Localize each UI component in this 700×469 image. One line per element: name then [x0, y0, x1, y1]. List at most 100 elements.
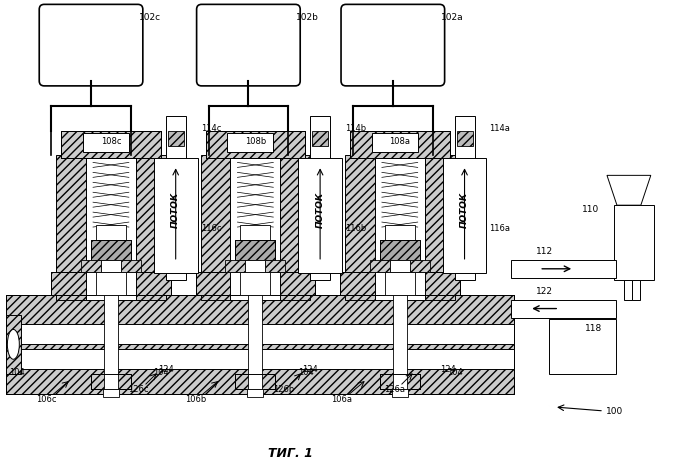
Text: 102c: 102c — [139, 13, 161, 23]
Text: ΤИГ. 1: ΤИГ. 1 — [268, 447, 313, 460]
Bar — [380, 374, 420, 389]
Bar — [624, 280, 632, 300]
Text: 106c: 106c — [36, 394, 57, 403]
Bar — [298, 159, 342, 273]
Bar — [345, 155, 375, 300]
Text: 116b: 116b — [345, 224, 366, 233]
Bar — [392, 389, 408, 397]
Bar — [91, 374, 131, 389]
Bar — [86, 155, 136, 300]
Bar — [247, 389, 263, 397]
Bar — [206, 131, 305, 159]
Text: 110: 110 — [582, 205, 599, 214]
Bar — [101, 260, 121, 272]
Bar — [372, 133, 418, 152]
Bar — [56, 155, 86, 300]
Text: 116a: 116a — [489, 224, 510, 233]
Bar — [83, 133, 129, 152]
Text: 118: 118 — [585, 325, 602, 333]
Bar — [240, 225, 270, 240]
Bar — [280, 155, 310, 300]
FancyBboxPatch shape — [39, 4, 143, 86]
Bar — [350, 131, 449, 159]
Bar — [201, 155, 230, 300]
Bar — [512, 260, 616, 278]
Polygon shape — [607, 175, 651, 205]
Bar — [614, 205, 654, 280]
Bar — [195, 272, 315, 295]
Bar — [6, 315, 21, 374]
Text: 124: 124 — [440, 365, 456, 374]
Bar — [235, 374, 275, 389]
Text: 124: 124 — [302, 365, 318, 374]
Bar — [121, 260, 141, 272]
Bar — [456, 131, 473, 145]
Text: 122: 122 — [536, 287, 553, 295]
Bar — [228, 133, 273, 152]
Bar — [91, 240, 131, 260]
Bar — [51, 272, 171, 295]
Bar — [6, 325, 514, 344]
Text: 114a: 114a — [489, 124, 510, 133]
Bar — [350, 131, 449, 159]
FancyBboxPatch shape — [341, 4, 444, 86]
Bar — [136, 155, 166, 300]
Bar — [380, 240, 420, 260]
Bar — [61, 131, 161, 159]
Bar — [385, 272, 414, 295]
Text: 126a: 126a — [384, 385, 405, 393]
Bar — [91, 240, 131, 260]
Bar — [632, 280, 640, 300]
Bar — [51, 272, 171, 295]
Text: 124: 124 — [158, 365, 174, 374]
Text: 114c: 114c — [201, 124, 221, 133]
Text: 106a: 106a — [332, 394, 353, 403]
Text: 108a: 108a — [389, 137, 410, 146]
Bar — [195, 272, 315, 295]
Text: ПОТОК: ПОТОК — [316, 192, 325, 228]
Bar — [81, 260, 101, 272]
Bar — [454, 116, 475, 280]
Bar — [375, 155, 425, 300]
Bar — [235, 374, 275, 389]
Bar — [166, 116, 186, 280]
Bar — [310, 116, 330, 280]
Bar — [96, 225, 126, 240]
Text: 104: 104 — [9, 368, 25, 377]
Text: 102a: 102a — [440, 13, 463, 23]
Bar — [6, 349, 514, 369]
Bar — [410, 260, 430, 272]
Bar — [235, 240, 275, 260]
Text: 104: 104 — [298, 368, 314, 377]
Bar — [246, 260, 265, 272]
Text: 108c: 108c — [101, 137, 121, 146]
Bar — [235, 240, 275, 260]
Text: 106b: 106b — [185, 394, 206, 403]
FancyBboxPatch shape — [197, 4, 300, 86]
Bar — [390, 260, 410, 272]
Text: 112: 112 — [536, 247, 554, 256]
Text: ПОТОК: ПОТОК — [172, 192, 180, 228]
Bar — [425, 155, 454, 300]
Bar — [265, 260, 286, 272]
Text: 116c: 116c — [201, 224, 221, 233]
Bar — [550, 319, 616, 374]
Bar — [225, 260, 246, 272]
Text: 126b: 126b — [272, 385, 294, 393]
Bar — [91, 374, 131, 389]
Bar — [104, 295, 118, 394]
Bar — [168, 131, 183, 145]
Text: 126c: 126c — [129, 385, 149, 393]
Bar — [230, 155, 280, 300]
Bar — [240, 272, 270, 295]
Text: 108b: 108b — [245, 137, 266, 146]
Text: 102b: 102b — [296, 13, 319, 23]
Text: 104: 104 — [447, 368, 463, 377]
Text: ПОТОК: ПОТОК — [460, 192, 469, 228]
Bar — [370, 260, 390, 272]
Bar — [154, 159, 197, 273]
Bar — [6, 295, 514, 394]
Bar — [206, 131, 305, 159]
Ellipse shape — [8, 329, 20, 359]
Bar — [340, 272, 460, 295]
